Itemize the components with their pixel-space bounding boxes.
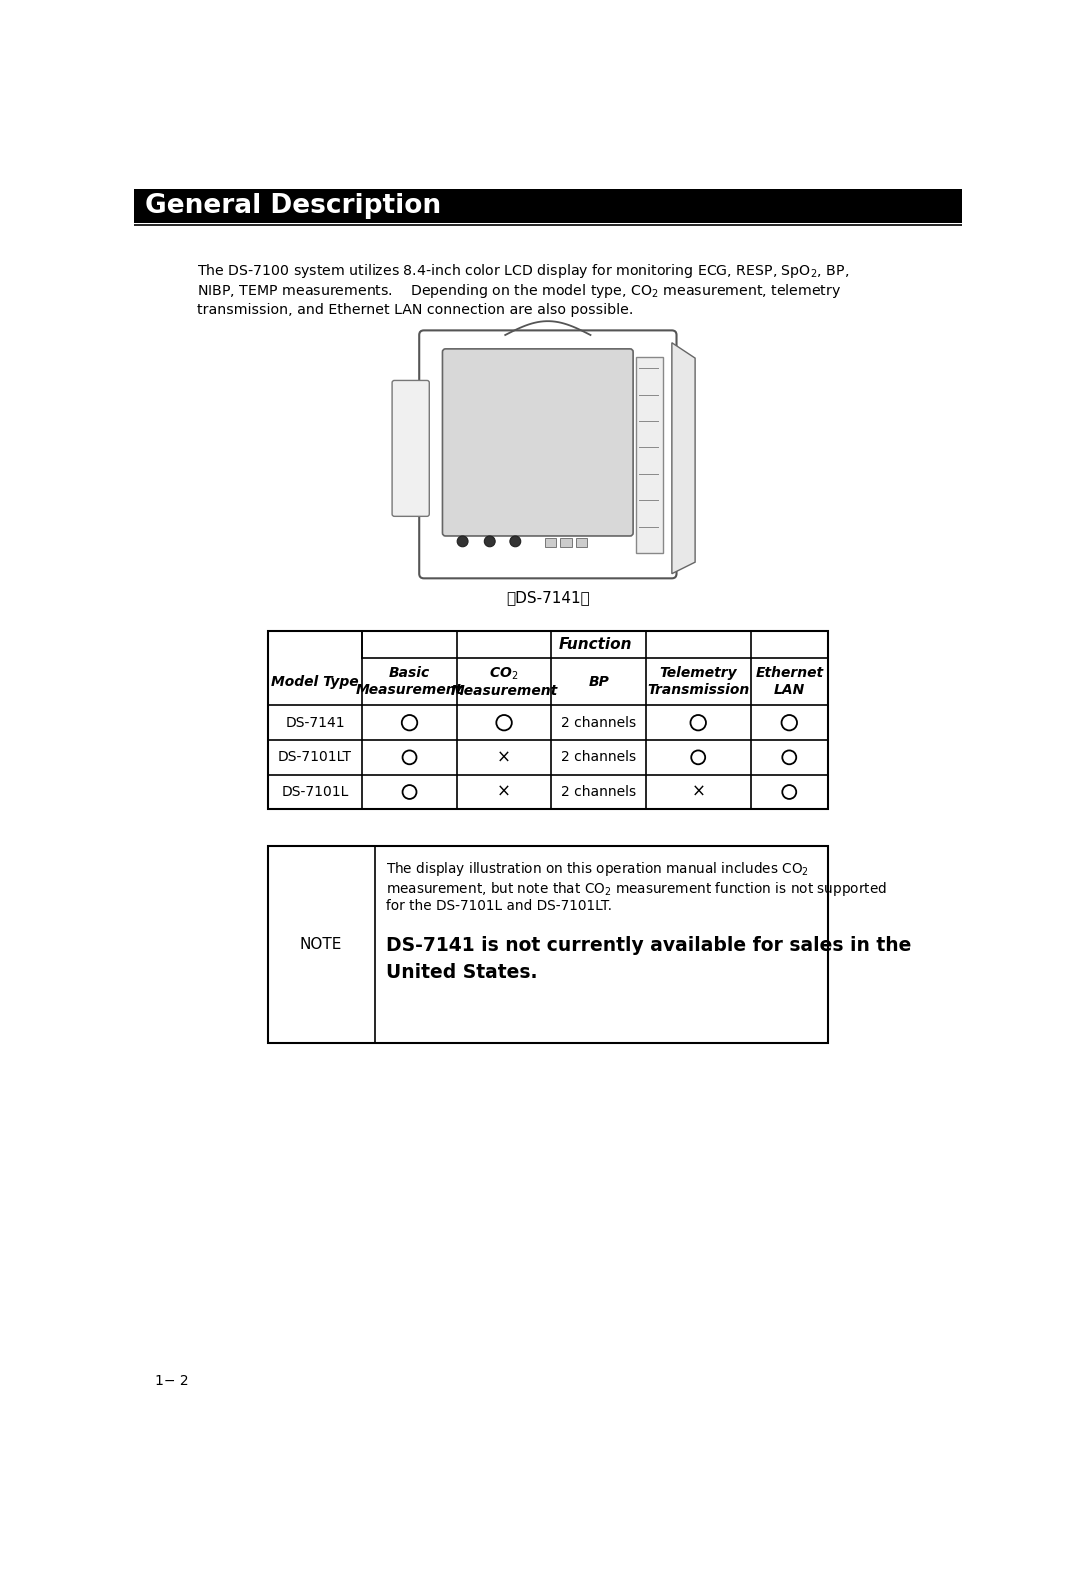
Text: transmission, and Ethernet LAN connection are also possible.: transmission, and Ethernet LAN connectio… [197, 303, 634, 317]
Text: ×: × [497, 748, 511, 766]
Text: ×: × [692, 783, 706, 801]
Text: The DS-7100 system utilizes 8.4-inch color LCD display for monitoring ECG, RESP,: The DS-7100 system utilizes 8.4-inch col… [197, 262, 850, 279]
Polygon shape [671, 343, 695, 573]
Circle shape [510, 535, 521, 546]
Text: NIBP, TEMP measurements.    Depending on the model type, CO$_2$ measurement, tel: NIBP, TEMP measurements. Depending on th… [197, 283, 841, 300]
Text: 〈DS-7141〉: 〈DS-7141〉 [506, 591, 590, 606]
Text: United States.: United States. [386, 963, 537, 982]
Text: 2 channels: 2 channels [561, 715, 636, 729]
Text: ×: × [497, 783, 511, 801]
Bar [545, 537, 556, 546]
Bar [134, 189, 962, 223]
FancyBboxPatch shape [392, 381, 430, 516]
Text: Model Type: Model Type [272, 674, 359, 688]
Text: for the DS-7101L and DS-7101LT.: for the DS-7101L and DS-7101LT. [386, 900, 611, 913]
Circle shape [484, 535, 495, 546]
Text: Basic
Measurement: Basic Measurement [356, 666, 463, 696]
Text: measurement, but note that CO$_2$ measurement function is not supported: measurement, but note that CO$_2$ measur… [386, 880, 886, 898]
FancyBboxPatch shape [443, 349, 633, 535]
Bar [267, 846, 828, 1042]
Text: Function: Function [558, 636, 632, 652]
Bar [267, 630, 828, 810]
Text: NOTE: NOTE [300, 936, 342, 952]
Text: 2 channels: 2 channels [561, 785, 636, 799]
Bar [636, 357, 664, 553]
Text: The display illustration on this operation manual includes CO$_2$: The display illustration on this operati… [386, 861, 808, 878]
Bar [576, 537, 587, 546]
Text: 1− 2: 1− 2 [155, 1374, 189, 1388]
FancyBboxPatch shape [419, 330, 677, 578]
Bar [560, 537, 572, 546]
Text: Ethernet
LAN: Ethernet LAN [755, 666, 823, 696]
Text: CO$_2$
Measurement: CO$_2$ Measurement [450, 665, 558, 698]
Text: DS-7101LT: DS-7101LT [278, 750, 352, 764]
Text: BP: BP [588, 674, 609, 688]
Text: Telemetry
Transmission: Telemetry Transmission [647, 666, 749, 696]
Text: DS-7101L: DS-7101L [281, 785, 348, 799]
Circle shape [458, 535, 468, 546]
Text: DS-7141 is not currently available for sales in the: DS-7141 is not currently available for s… [386, 936, 911, 955]
Text: 2 channels: 2 channels [561, 750, 636, 764]
Text: DS-7141: DS-7141 [285, 715, 345, 729]
Text: General Description: General Description [145, 193, 441, 219]
